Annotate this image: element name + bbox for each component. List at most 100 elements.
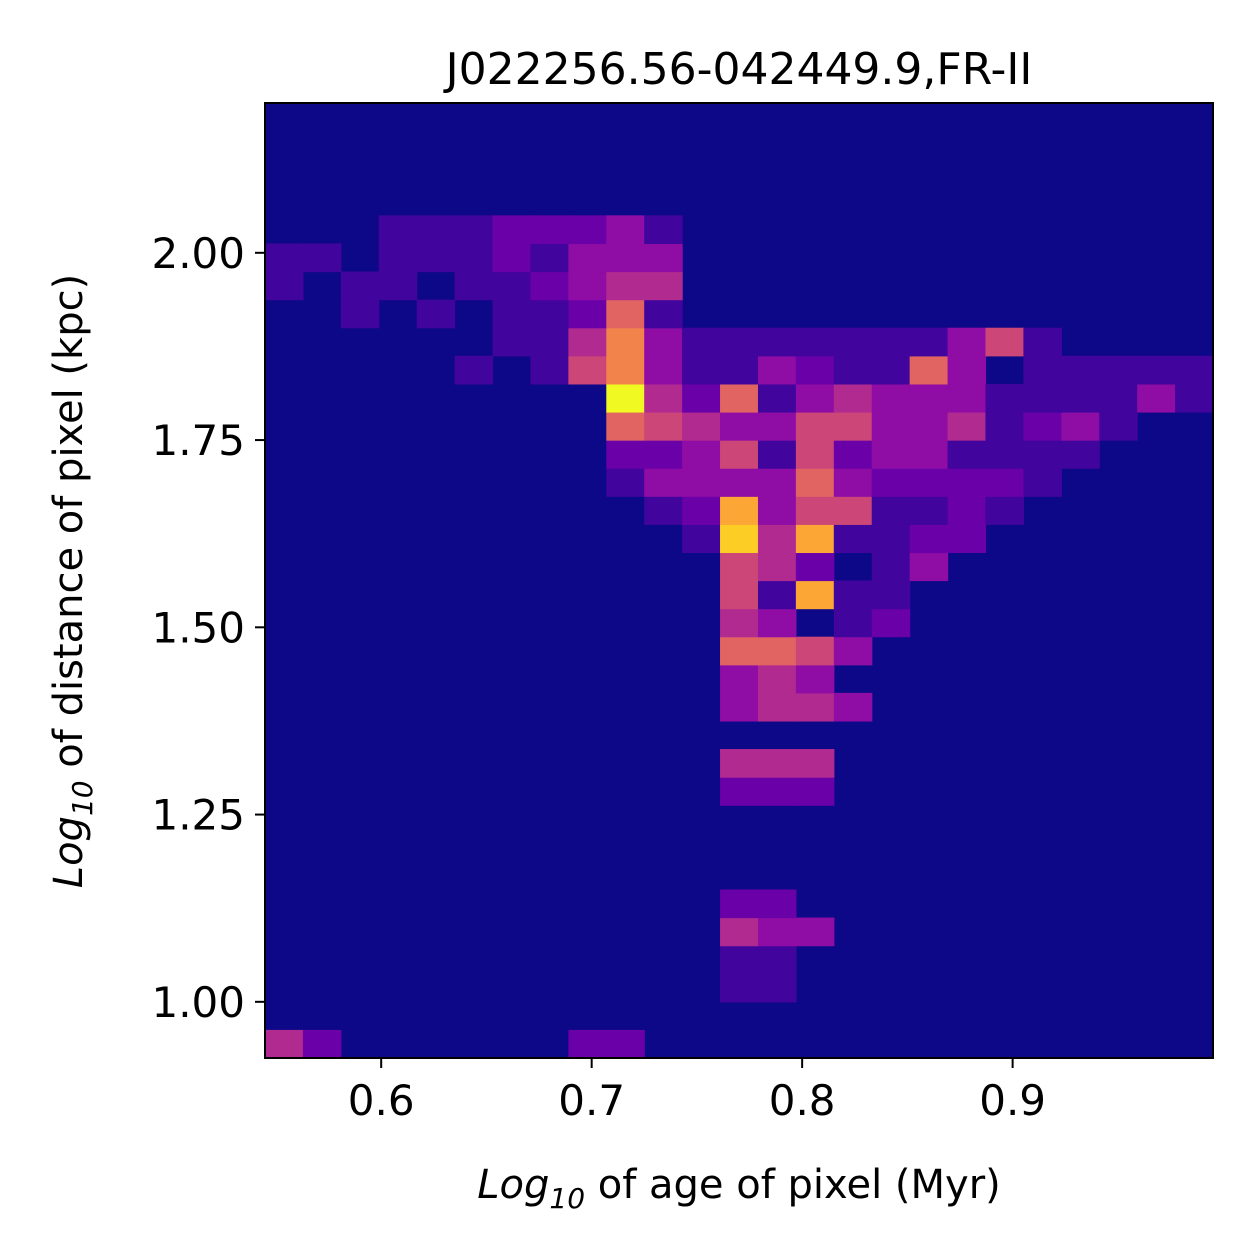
heatmap-cell xyxy=(795,692,835,722)
heatmap-cell xyxy=(492,243,532,273)
chart-title: J022256.56-042449.9,FR-II xyxy=(443,44,1033,95)
heatmap-cell xyxy=(720,580,759,610)
heatmap-cell xyxy=(644,271,683,301)
heatmap-cell xyxy=(568,355,607,385)
heatmap-cell xyxy=(644,496,683,525)
heatmap-cell xyxy=(720,917,759,947)
heatmap-cell xyxy=(720,496,759,525)
heatmap-cell xyxy=(1023,468,1062,497)
heatmap-cell xyxy=(985,383,1024,413)
y-axis-label: Log10 of distance of pixel (kpc) xyxy=(46,274,99,888)
heatmap-cell xyxy=(795,777,835,806)
x-axis-label-subscript: 10 xyxy=(549,1182,585,1215)
heatmap-cell xyxy=(985,468,1024,497)
heatmap-cell xyxy=(492,327,532,357)
heatmap-cell xyxy=(378,271,418,301)
heatmap-cell xyxy=(416,243,456,273)
x-tick-label: 0.7 xyxy=(558,1076,625,1125)
heatmap-cell xyxy=(795,552,835,582)
heatmap-cell xyxy=(947,468,987,497)
heatmap-cell xyxy=(795,468,835,497)
heatmap-cell xyxy=(757,552,797,582)
heatmap-cell xyxy=(1175,355,1214,385)
heatmap-cell xyxy=(378,243,418,273)
heatmap-cell xyxy=(795,580,835,610)
heatmap-cell xyxy=(606,243,645,273)
heatmap-cell xyxy=(757,636,797,666)
heatmap-cell xyxy=(757,917,797,947)
heatmap-cell xyxy=(909,496,949,525)
heatmap-cell xyxy=(530,299,569,329)
x-axis-label-prefix: Log xyxy=(477,1162,549,1208)
heatmap-cell xyxy=(606,299,645,329)
heatmap-cell xyxy=(1061,383,1100,413)
heatmap-cell xyxy=(871,524,911,554)
y-axis-label-subscript: 10 xyxy=(66,780,99,816)
heatmap-cell xyxy=(833,496,873,525)
x-axis-label: Log10 of age of pixel (Myr) xyxy=(477,1162,1001,1215)
heatmap-cell xyxy=(682,383,721,413)
heatmap-cell xyxy=(947,496,987,525)
heatmap-cell xyxy=(947,411,987,441)
heatmap-cell xyxy=(757,749,797,778)
heatmap-cell xyxy=(265,271,304,301)
heatmap-cell xyxy=(606,411,645,441)
heatmap-cell xyxy=(720,973,759,1003)
heatmap-cell xyxy=(833,524,873,554)
heatmap-cell xyxy=(795,355,835,385)
heatmap-cell xyxy=(644,327,683,357)
y-tick-label: 1.75 xyxy=(151,416,245,465)
heatmap-cell xyxy=(454,271,494,301)
heatmap-cell xyxy=(720,552,759,582)
heatmap-cell xyxy=(757,411,797,441)
y-axis-ticks: 1.00 1.25 1.50 1.75 2.00 xyxy=(151,229,265,1027)
heatmap-cell xyxy=(606,215,645,245)
heatmap-cell xyxy=(720,749,759,778)
heatmap-cell xyxy=(720,777,759,806)
heatmap-cell xyxy=(1023,355,1062,385)
heatmap-cell xyxy=(454,243,494,273)
x-tick-label: 0.9 xyxy=(979,1076,1046,1125)
heatmap-cell xyxy=(871,440,911,469)
heatmap-cell xyxy=(795,496,835,525)
heatmap-cell xyxy=(757,468,797,497)
heatmap-cell xyxy=(833,468,873,497)
heatmap-cell xyxy=(833,383,873,413)
heatmap-cell xyxy=(720,889,759,919)
heatmap-cell xyxy=(757,496,797,525)
heatmap-cells xyxy=(265,215,1214,1059)
heatmap-cell xyxy=(757,889,797,919)
heatmap-cell xyxy=(909,468,949,497)
x-axis-label-rest: of age of pixel (Myr) xyxy=(585,1162,1001,1208)
heatmap-cell xyxy=(644,299,683,329)
heatmap-cell xyxy=(682,468,721,497)
heatmap-cell xyxy=(530,271,569,301)
heatmap-cell xyxy=(757,608,797,638)
y-tick-label: 2.00 xyxy=(151,229,245,278)
heatmap-cell xyxy=(682,496,721,525)
heatmap-cell xyxy=(909,552,949,582)
heatmap-cell xyxy=(947,355,987,385)
heatmap-cell xyxy=(757,692,797,722)
x-axis-ticks: 0.6 0.7 0.8 0.9 xyxy=(348,1058,1046,1125)
heatmap-cell xyxy=(720,468,759,497)
heatmap-cell xyxy=(1137,383,1176,413)
heatmap-cell xyxy=(757,664,797,694)
heatmap-cell xyxy=(871,496,911,525)
heatmap-cell xyxy=(833,411,873,441)
heatmap-cell xyxy=(606,271,645,301)
heatmap-cell xyxy=(757,440,797,469)
heatmap-cell xyxy=(833,636,873,666)
heatmap-cell xyxy=(757,383,797,413)
heatmap-cell xyxy=(833,580,873,610)
heatmap-cell xyxy=(795,440,835,469)
heatmap-cell xyxy=(795,383,835,413)
heatmap-cell xyxy=(1061,440,1100,469)
heatmap-cell xyxy=(265,1029,304,1059)
heatmap-cell xyxy=(947,383,987,413)
heatmap-cell xyxy=(644,215,683,245)
heatmap-cell xyxy=(720,636,759,666)
heatmap-cell xyxy=(682,327,721,357)
heatmap-cell xyxy=(833,355,873,385)
heatmap-cell xyxy=(795,524,835,554)
